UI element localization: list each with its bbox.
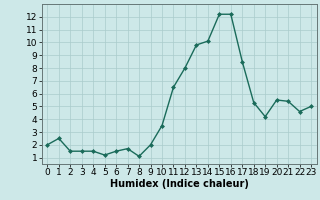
X-axis label: Humidex (Indice chaleur): Humidex (Indice chaleur) (110, 179, 249, 189)
